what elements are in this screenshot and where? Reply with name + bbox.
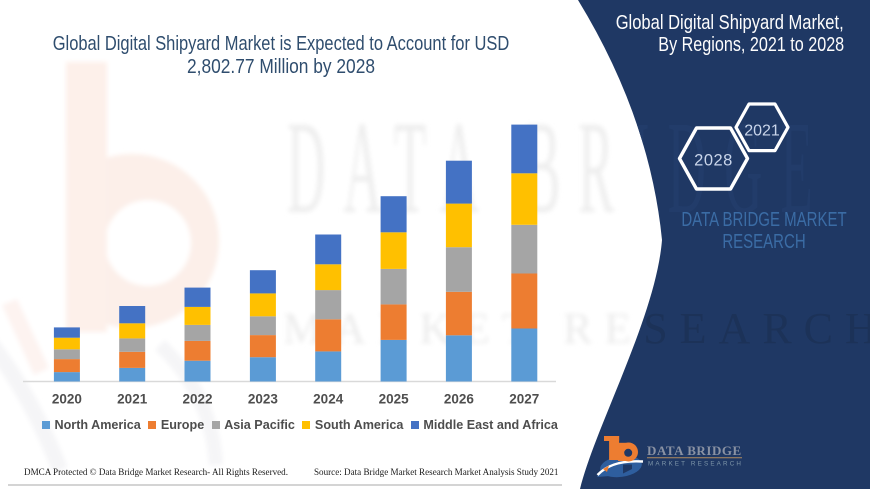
svg-text:DATA BRIDGE: DATA BRIDGE: [647, 443, 742, 458]
svg-text:2022: 2022: [182, 392, 212, 407]
svg-text:2021: 2021: [117, 392, 148, 407]
svg-text:2024: 2024: [313, 392, 344, 407]
svg-text:2025: 2025: [379, 392, 410, 407]
svg-text:2027: 2027: [509, 392, 539, 407]
svg-text:2023: 2023: [248, 392, 279, 407]
svg-text:2021: 2021: [744, 122, 780, 139]
svg-text:2020: 2020: [52, 392, 82, 407]
svg-text:2026: 2026: [444, 392, 475, 407]
svg-text:MARKET RESEARCH: MARKET RESEARCH: [648, 461, 743, 468]
svg-text:2028: 2028: [694, 151, 733, 169]
